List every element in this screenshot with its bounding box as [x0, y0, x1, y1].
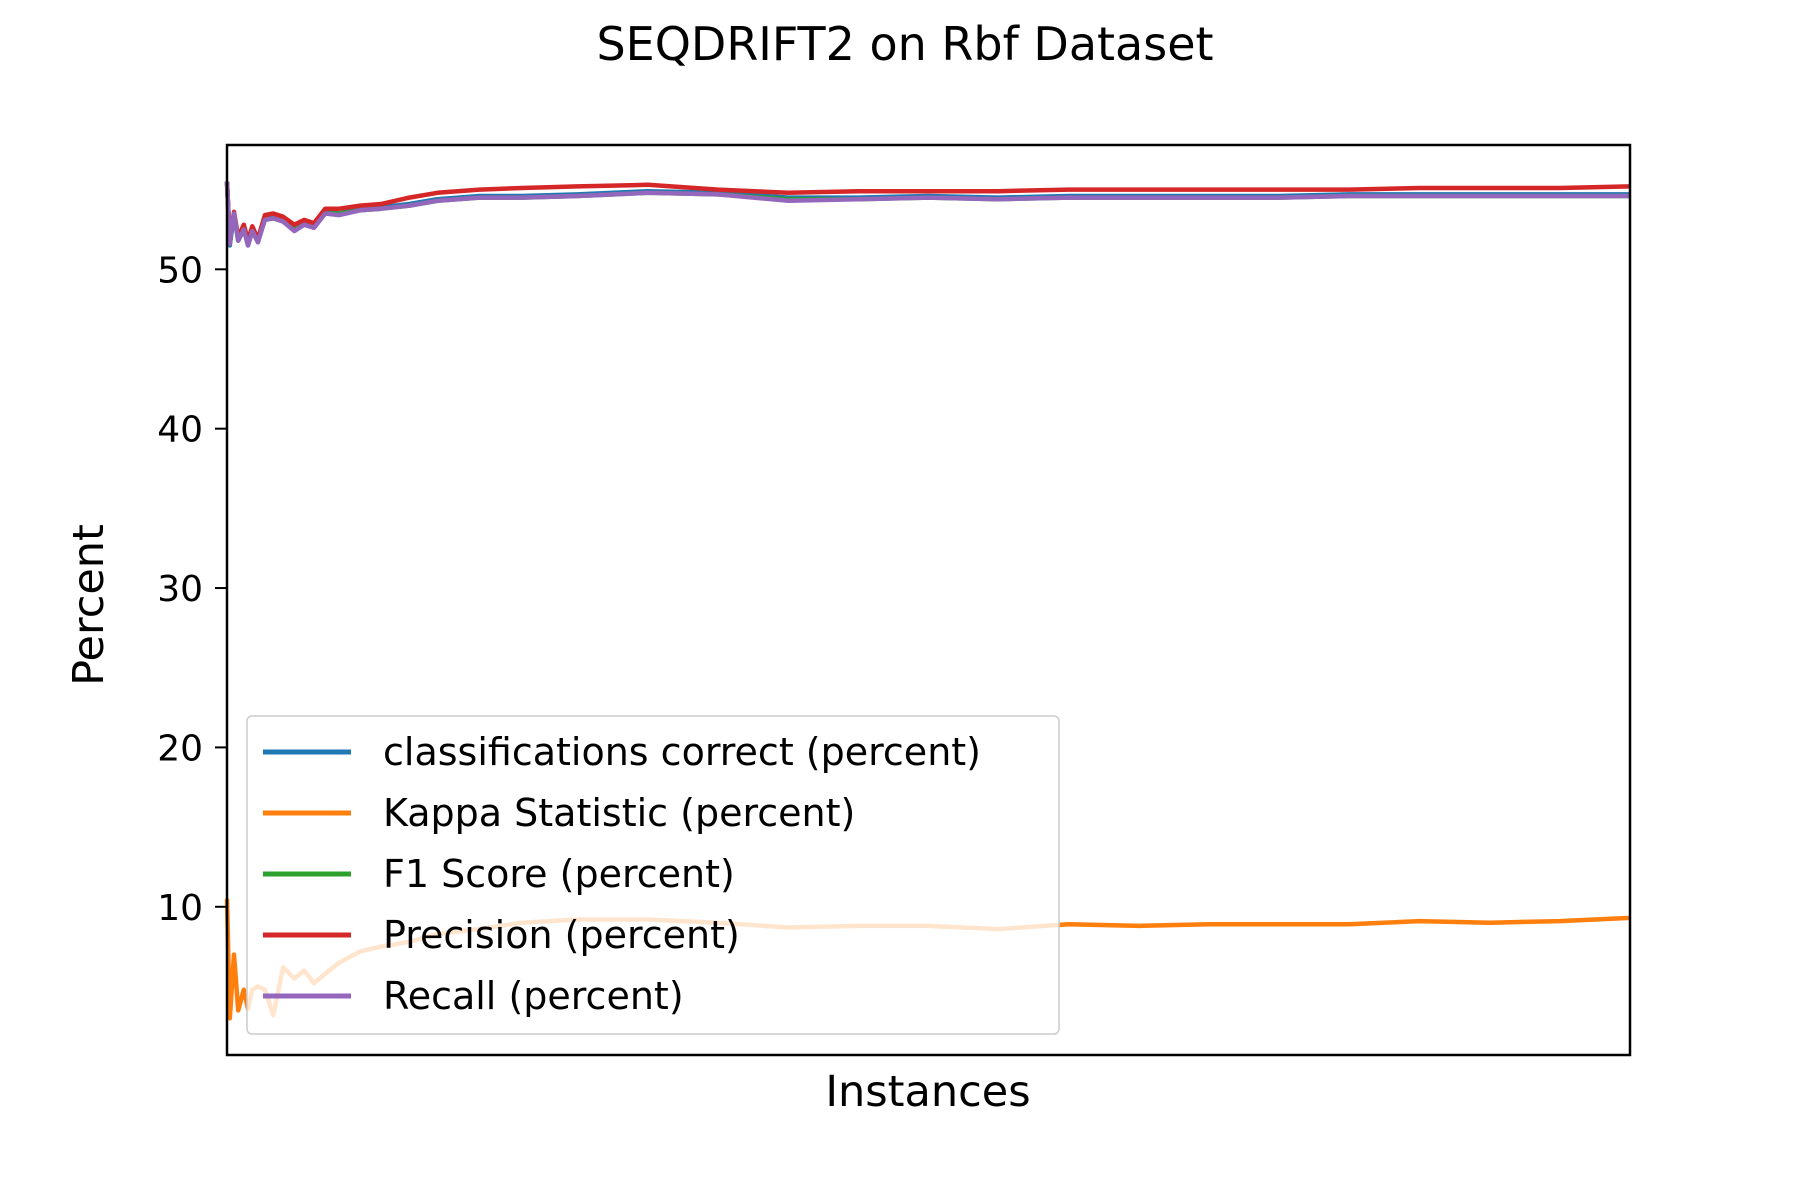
chart-title: SEQDRIFT2 on Rbf Dataset — [596, 17, 1213, 71]
y-tick-label: 40 — [157, 410, 203, 451]
y-tick-label: 30 — [157, 569, 203, 610]
legend-label: classifications correct (percent) — [383, 730, 981, 774]
legend-label: Kappa Statistic (percent) — [383, 791, 855, 835]
legend: classifications correct (percent) Kappa S… — [246, 715, 1060, 1035]
y-axis-label: Percent — [64, 524, 114, 686]
series-line-4 — [224, 181, 1630, 248]
legend-label: Precision (percent) — [383, 913, 740, 957]
y-axis-ticks: 10 20 30 40 50 — [157, 250, 227, 929]
y-tick-label: 20 — [157, 728, 203, 769]
legend-box — [246, 715, 1060, 1035]
plot-frame — [225, 143, 1632, 1057]
y-tick-label: 50 — [157, 250, 203, 291]
legend-label: F1 Score (percent) — [383, 852, 735, 896]
y-tick-label: 10 — [157, 888, 203, 929]
x-axis-label: Instances — [825, 1067, 1030, 1117]
series-line-3 — [224, 181, 1631, 243]
legend-label: Recall (percent) — [383, 974, 684, 1018]
